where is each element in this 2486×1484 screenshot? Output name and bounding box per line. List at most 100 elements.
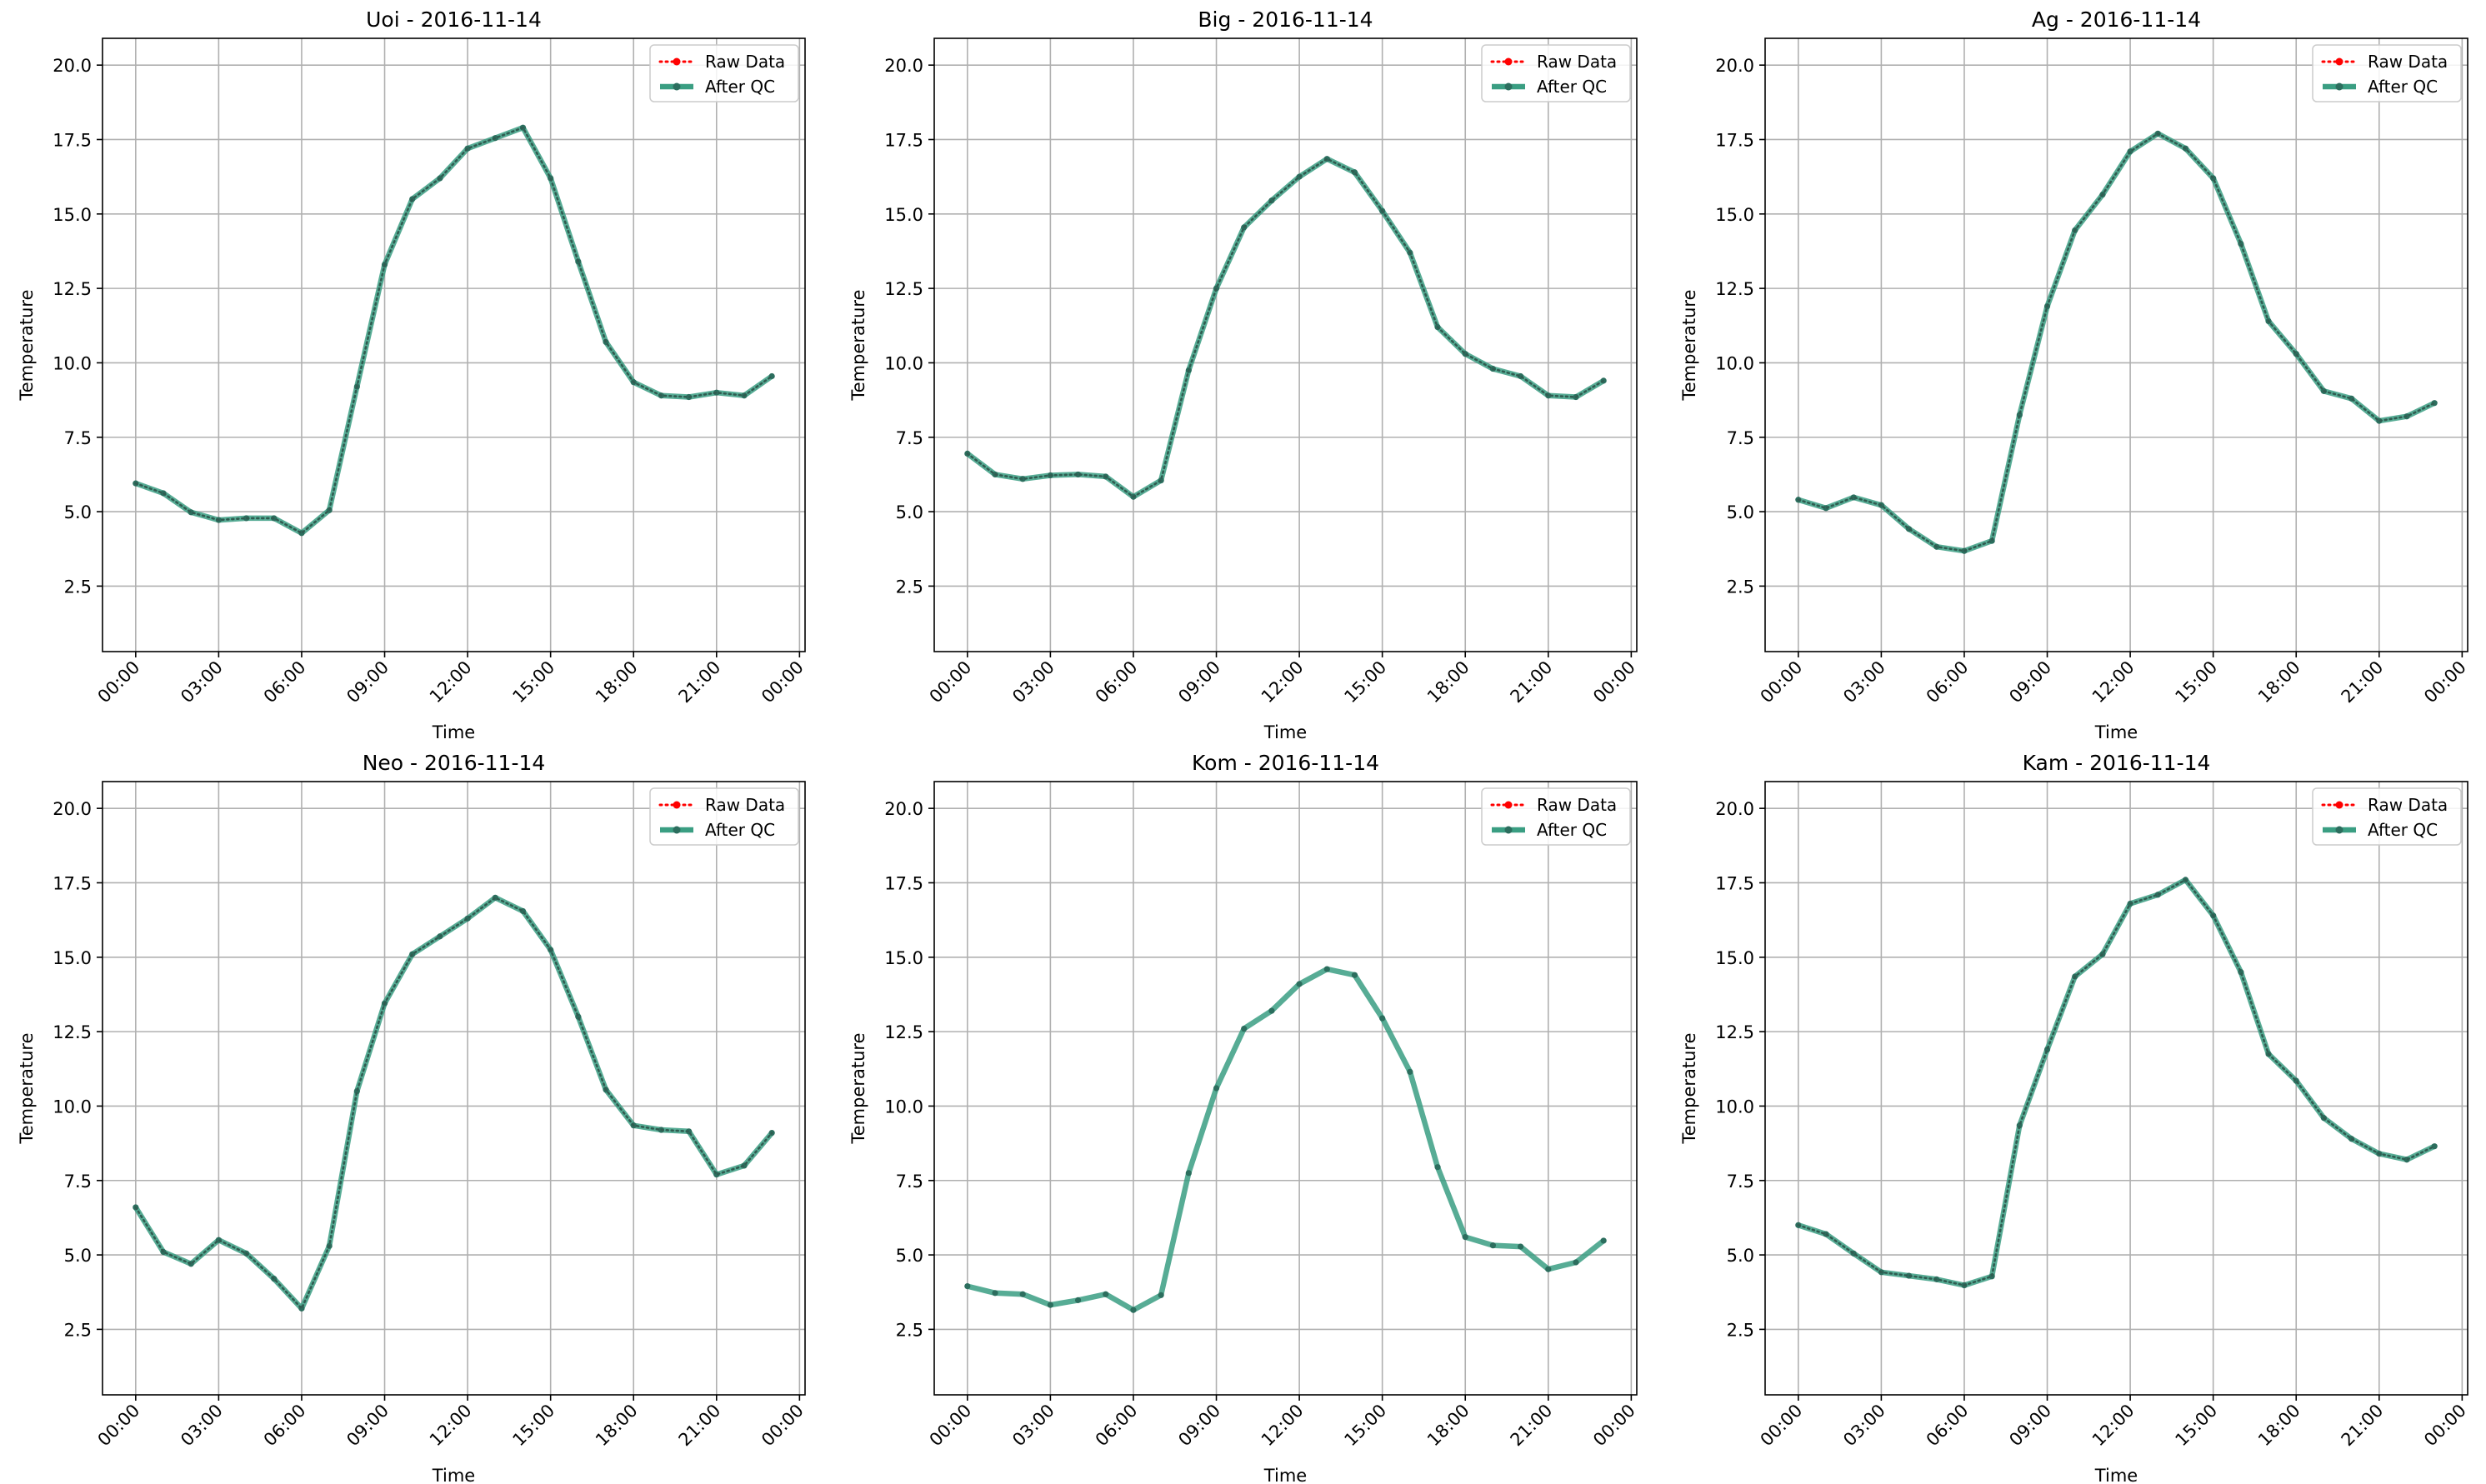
x-tick-label: 12:00	[1258, 657, 1308, 707]
y-axis-label: Temperature	[17, 289, 37, 401]
after-qc-point	[1130, 1307, 1137, 1313]
x-tick-label: 09:00	[1174, 1401, 1224, 1451]
raw-data-line	[134, 896, 773, 1311]
x-tick-label: 00:00	[1589, 657, 1639, 707]
after-qc-point	[1323, 966, 1330, 972]
subplot: 2.5 5.0 7.5 10.0 12.5 15.0 17.5 20.0 00:00 03:00 0…	[848, 7, 1639, 742]
legend-qc-marker	[1504, 826, 1513, 834]
after-qc-point	[1074, 1297, 1082, 1303]
y-tick-label: 10.0	[884, 1097, 923, 1117]
after-qc-point	[1047, 1302, 1053, 1308]
legend-qc-marker	[2335, 826, 2343, 834]
x-tick-label: 00:00	[94, 657, 144, 707]
y-tick-label: 12.5	[53, 279, 92, 299]
y-tick-label: 15.0	[53, 948, 92, 968]
after-qc-line	[964, 966, 1607, 1313]
y-tick-label: 7.5	[64, 1172, 92, 1192]
y-tick-label: 5.0	[1727, 1246, 1754, 1266]
x-tick-label: 03:00	[1008, 657, 1058, 707]
legend-raw-label: Raw Data	[2368, 795, 2448, 815]
y-tick-label: 7.5	[896, 428, 923, 448]
x-tick-label: 21:00	[1507, 657, 1557, 707]
plot-area	[103, 38, 805, 652]
x-tick-label: 09:00	[2005, 1401, 2055, 1451]
after-qc-point	[1103, 1291, 1109, 1297]
x-axis-label: Time	[432, 1466, 475, 1484]
y-tick-label: 5.0	[1727, 502, 1754, 522]
legend: Raw Data After QC	[649, 787, 799, 846]
y-tick-label: 12.5	[1715, 1022, 1754, 1042]
x-tick-label: 09:00	[343, 1401, 393, 1451]
x-axis-label: Time	[2094, 722, 2138, 742]
y-tick-label: 20.0	[53, 799, 92, 819]
axes-frame	[1764, 37, 2468, 652]
x-tick-label: 12:00	[1258, 1401, 1308, 1451]
x-tick-label: 00:00	[926, 657, 976, 707]
y-tick-label: 20.0	[53, 56, 92, 76]
x-tick-label: 03:00	[177, 657, 227, 707]
y-tick-label: 15.0	[1715, 205, 1754, 225]
axes-frame	[933, 37, 1638, 652]
x-tick-label: 18:00	[1423, 1401, 1473, 1451]
x-tick-label: 18:00	[1423, 657, 1473, 707]
x-tick-label: 12:00	[426, 1401, 476, 1451]
subplot: 2.5 5.0 7.5 10.0 12.5 15.0 17.5 20.0 00:00 03:00 0…	[17, 751, 808, 1484]
grid	[103, 782, 805, 1395]
y-tick-label: 2.5	[64, 577, 92, 597]
subplot-title: Neo - 2016-11-14	[363, 751, 546, 775]
raw-data-line	[134, 126, 773, 535]
after-qc-point	[1462, 1234, 1468, 1241]
subplot-title: Uoi - 2016-11-14	[366, 7, 542, 32]
y-axis-label: Temperature	[17, 1032, 37, 1144]
y-tick-label: 10.0	[53, 1097, 92, 1117]
subplot-title: Kam - 2016-11-14	[2023, 751, 2211, 775]
y-tick-label: 17.5	[884, 873, 923, 893]
plot-area	[1765, 38, 2468, 652]
after-qc-point	[992, 1290, 998, 1297]
legend: Raw Data After QC	[2312, 44, 2462, 102]
x-tick-label: 21:00	[2338, 657, 2388, 707]
x-tick-label: 21:00	[1507, 1401, 1557, 1451]
x-tick-label: 18:00	[2254, 1401, 2304, 1451]
legend: Raw Data After QC	[1481, 787, 1631, 846]
x-tick-label: 03:00	[177, 1401, 227, 1451]
legend-qc-label: After QC	[705, 820, 775, 840]
after-qc-point	[1434, 1164, 1441, 1171]
x-tick-label: 00:00	[94, 1401, 144, 1451]
subplot-title: Big - 2016-11-14	[1198, 7, 1373, 32]
y-tick-label: 20.0	[1715, 56, 1754, 76]
x-tick-label: 12:00	[426, 657, 476, 707]
y-tick-label: 10.0	[53, 353, 92, 373]
legend-raw-label: Raw Data	[705, 52, 785, 72]
y-axis-label: Temperature	[1679, 1032, 1699, 1144]
after-qc-point	[1379, 1015, 1386, 1022]
y-tick-label: 10.0	[884, 353, 923, 373]
x-tick-label: 06:00	[1092, 1401, 1142, 1451]
y-tick-label: 17.5	[884, 130, 923, 150]
x-tick-label: 00:00	[2420, 1401, 2470, 1451]
y-tick-label: 7.5	[1727, 1172, 1754, 1192]
x-tick-label: 00:00	[2420, 657, 2470, 707]
grid	[934, 782, 1637, 1395]
raw-data-line	[966, 157, 1605, 498]
y-tick-label: 12.5	[53, 1022, 92, 1042]
x-tick-label: 15:00	[1340, 1401, 1390, 1451]
x-tick-label: 09:00	[343, 657, 393, 707]
after-qc-point	[2016, 412, 2023, 418]
subplot: 2.5 5.0 7.5 10.0 12.5 15.0 17.5 20.0 00:00 03:00 0…	[1679, 751, 2470, 1484]
x-tick-label: 21:00	[675, 657, 725, 707]
y-tick-label: 20.0	[884, 56, 923, 76]
y-axis-label: Temperature	[1679, 289, 1699, 401]
y-tick-label: 10.0	[1715, 1097, 1754, 1117]
x-tick-label: 06:00	[1923, 1401, 1973, 1451]
grid	[1765, 38, 2468, 652]
after-qc-point	[1573, 1259, 1579, 1266]
y-tick-label: 7.5	[64, 428, 92, 448]
legend-raw-marker	[673, 801, 681, 809]
legend-raw-label: Raw Data	[705, 795, 785, 815]
legend-qc-label: After QC	[1537, 820, 1607, 840]
x-tick-label: 03:00	[1839, 1401, 1889, 1451]
after-qc-point	[1241, 1025, 1248, 1032]
legend: Raw Data After QC	[2312, 787, 2462, 846]
after-qc-point	[964, 1282, 971, 1290]
